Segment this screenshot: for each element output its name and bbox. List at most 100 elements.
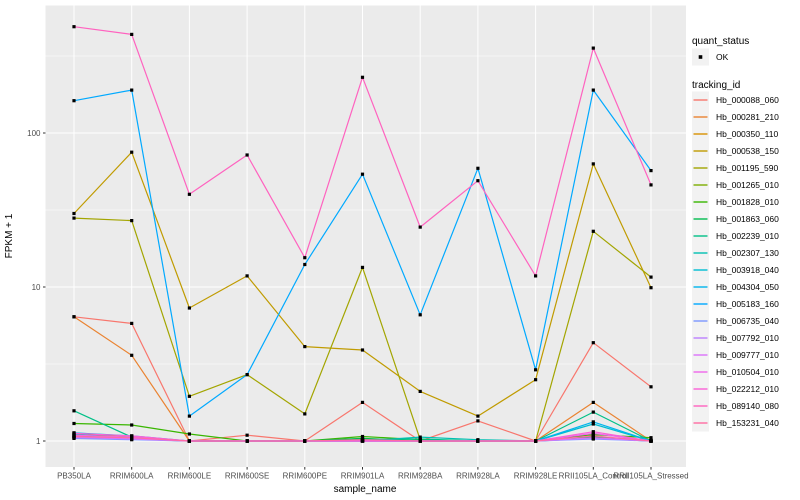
data-point <box>72 434 76 439</box>
legend-label-Hb_000350_110: Hb_000350_110 <box>716 129 779 139</box>
data-point <box>649 385 653 389</box>
legend-label-Hb_001195_590: Hb_001195_590 <box>716 163 779 173</box>
data-point <box>591 341 595 345</box>
legend-label-Hb_089140_080: Hb_089140_080 <box>716 401 779 411</box>
data-point <box>649 169 653 173</box>
x-tick-label: RRIM928BA <box>398 472 443 481</box>
data-point <box>476 414 480 418</box>
data-point <box>303 412 307 416</box>
data-point <box>591 422 595 426</box>
data-point <box>130 434 134 438</box>
data-point <box>72 421 76 426</box>
data-point <box>72 216 76 220</box>
data-point <box>591 420 595 424</box>
legend-label-Hb_005183_160: Hb_005183_160 <box>716 299 779 309</box>
legend-label-Hb_006735_040: Hb_006735_040 <box>716 316 779 326</box>
data-point <box>72 211 76 216</box>
data-point <box>591 434 595 438</box>
legend-label-Hb_010504_010: Hb_010504_010 <box>716 367 779 377</box>
data-point <box>591 436 595 440</box>
data-point <box>476 439 480 443</box>
data-point <box>418 389 422 393</box>
data-point <box>649 286 653 290</box>
data-point <box>591 430 595 434</box>
legend-tracking-id-entries: Hb_000088_060 Hb_000281_210 Hb_000350_110 H… <box>692 91 779 432</box>
legend-label-Hb_009777_010: Hb_009777_010 <box>716 350 779 360</box>
x-tick-label: RRIM901LA <box>341 472 385 481</box>
data-point <box>418 435 422 439</box>
data-point <box>245 153 249 157</box>
x-tick-label: RRIM600SE <box>225 472 269 481</box>
panel-background <box>45 5 686 467</box>
data-point <box>303 439 307 443</box>
data-point <box>187 394 191 398</box>
data-point <box>591 410 595 414</box>
data-point <box>130 219 134 223</box>
data-point <box>591 431 595 435</box>
data-point <box>130 423 134 427</box>
legend-label-Hb_007792_010: Hb_007792_010 <box>716 333 779 343</box>
data-point <box>360 265 365 269</box>
data-point <box>303 262 307 267</box>
data-point <box>418 439 422 443</box>
data-point <box>187 414 191 418</box>
data-point <box>418 225 422 229</box>
data-point <box>187 439 191 443</box>
data-point <box>187 306 191 310</box>
data-point <box>649 275 653 279</box>
data-point <box>591 88 595 92</box>
data-point <box>360 438 365 442</box>
data-point <box>72 25 76 29</box>
x-tick-label: RRIM928LE <box>514 472 558 481</box>
data-point <box>187 192 191 196</box>
data-point <box>534 378 538 382</box>
x-tick-label: RRII105LA_Control <box>559 472 629 481</box>
data-point <box>130 353 134 357</box>
legend-label-Hb_002239_010: Hb_002239_010 <box>716 231 779 241</box>
x-tick-label: RRIM600LE <box>168 472 212 481</box>
legend-title-quant-status: quant_status <box>692 36 749 47</box>
data-point <box>360 348 365 352</box>
data-point <box>72 315 76 319</box>
data-point <box>303 345 307 349</box>
data-point <box>649 439 653 443</box>
data-point <box>418 437 422 441</box>
legend-label-Hb_153231_040: Hb_153231_040 <box>716 418 779 428</box>
data-point <box>591 46 595 50</box>
legend-label-Hb_002307_130: Hb_002307_130 <box>716 248 779 258</box>
data-point <box>534 368 538 372</box>
data-point <box>649 183 653 187</box>
data-point <box>130 88 134 92</box>
data-point <box>72 99 76 103</box>
data-point <box>245 373 249 377</box>
data-point <box>130 150 134 154</box>
x-tick-label: PB350LA <box>57 472 91 481</box>
legend-label-Hb_003918_040: Hb_003918_040 <box>716 265 779 275</box>
data-point <box>245 274 249 278</box>
data-point <box>591 229 595 233</box>
data-point <box>476 166 480 170</box>
data-point <box>303 256 307 260</box>
legend-label-Hb_000538_150: Hb_000538_150 <box>716 146 779 156</box>
y-axis-title: FPKM + 1 <box>4 213 15 258</box>
data-point <box>418 313 422 317</box>
ok-point-icon <box>698 55 703 59</box>
y-tick-label: 1 <box>36 437 41 446</box>
data-point <box>360 434 365 439</box>
data-point <box>360 75 365 79</box>
legend-label-Hb_001828_010: Hb_001828_010 <box>716 197 779 207</box>
data-point <box>130 32 134 36</box>
data-point <box>534 274 538 278</box>
data-point <box>476 179 480 183</box>
x-axis-title: sample_name <box>334 484 397 495</box>
data-point <box>187 432 191 436</box>
legend-label-Hb_004304_050: Hb_004304_050 <box>716 282 779 292</box>
data-point <box>130 321 134 325</box>
data-point <box>534 439 538 443</box>
legend-label-Hb_022212_010: Hb_022212_010 <box>716 384 779 394</box>
data-point <box>130 436 134 440</box>
legend-label-Hb_000088_060: Hb_000088_060 <box>716 95 779 105</box>
y-tick-label: 10 <box>32 283 41 292</box>
